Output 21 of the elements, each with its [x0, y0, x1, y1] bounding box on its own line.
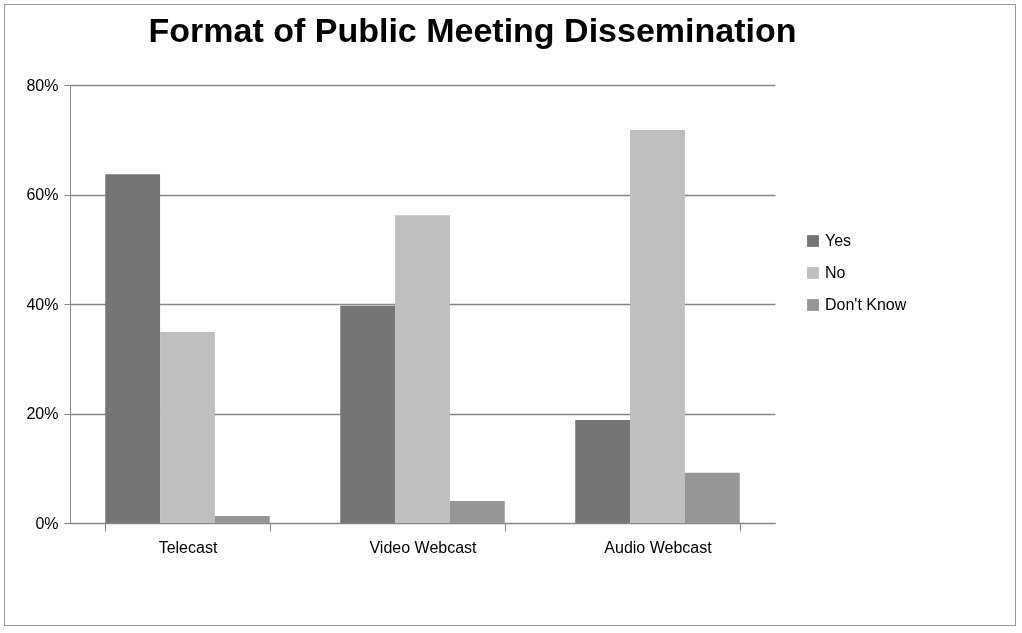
y-tick-label: 20%: [26, 405, 59, 422]
bar: [105, 174, 161, 523]
y-tick-label: 60%: [26, 186, 59, 203]
x-tick-label: Telecast: [158, 538, 218, 556]
x-tick-label: Video Webcast: [369, 538, 478, 556]
chart-title: Format of Public Meeting Dissemination: [148, 11, 797, 49]
y-tick-label: 0%: [35, 514, 59, 532]
bar: [449, 501, 505, 523]
legend-label: No: [825, 264, 846, 281]
bar: [684, 472, 740, 523]
bar: [340, 305, 396, 523]
y-tick-label: 40%: [26, 295, 59, 313]
bar: [630, 129, 685, 523]
bar: [575, 420, 631, 523]
bar: [160, 331, 215, 523]
y-tick-label: 80%: [26, 76, 59, 94]
legend-label: Yes: [825, 232, 852, 249]
legend-label: Don't Know: [825, 296, 907, 313]
x-tick-label: Audio Webcast: [604, 538, 713, 556]
bar: [214, 515, 270, 523]
bar: [395, 215, 450, 523]
